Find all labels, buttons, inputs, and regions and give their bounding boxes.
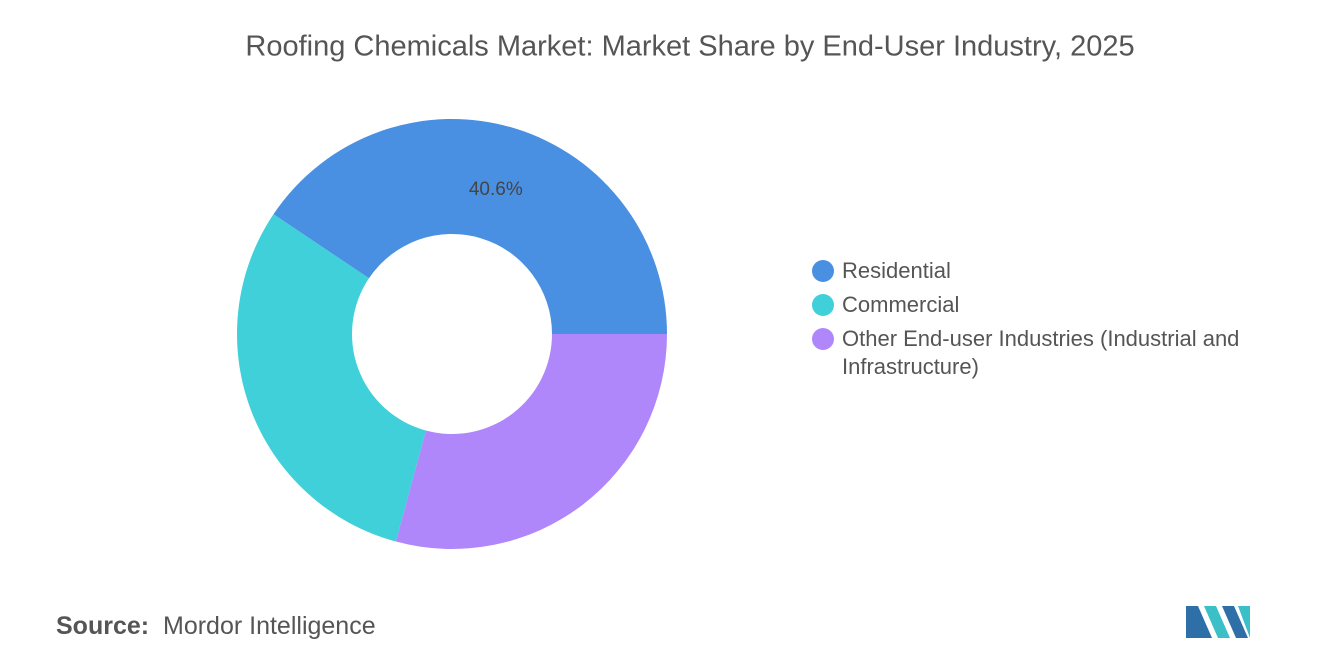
legend: Residential Commercial Other End-user Indu… [812,257,1262,387]
legend-marker [812,328,834,350]
logo [1186,606,1250,638]
legend-item: Commercial [812,291,1262,319]
legend-marker [812,260,834,282]
legend-marker [812,294,834,316]
source: Source: Mordor Intelligence [56,612,376,641]
legend-label: Commercial [842,292,960,317]
source-label: Source: [56,612,150,640]
donut-slice [273,118,667,334]
chart-title: Roofing Chemicals Market: Market Share b… [245,31,1134,63]
legend-label: Other End-user Industries (Industrial an… [842,326,1240,379]
donut-slice [395,334,667,549]
legend-label: Residential [842,258,951,283]
donut-slice [236,214,426,542]
legend-item: Residential [812,257,1262,285]
data-label: 40.6% [469,179,523,200]
source-text: Mordor Intelligence [163,612,376,640]
legend-item: Other End-user Industries (Industrial an… [812,325,1262,381]
